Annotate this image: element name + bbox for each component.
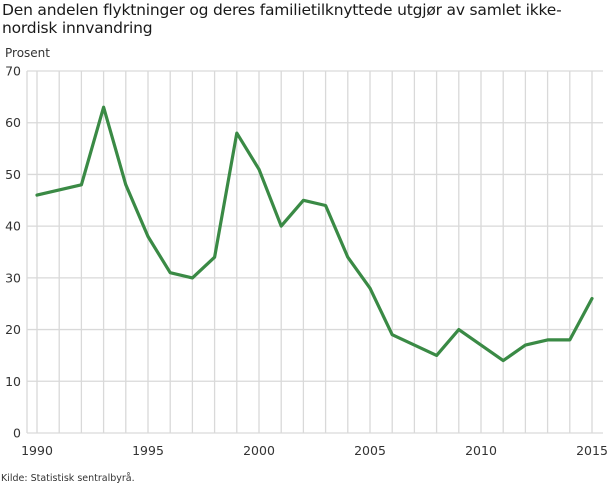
y-tick-label: 50 — [5, 167, 21, 182]
y-tick-label: 70 — [5, 64, 21, 79]
x-tick-label: 1995 — [132, 443, 164, 458]
chart-title: Den andelen flyktninger og deres familie… — [2, 1, 562, 37]
y-axis-label: Prosent — [5, 46, 50, 60]
y-tick-label: 40 — [5, 219, 21, 234]
gridlines — [26, 70, 603, 434]
x-tick-label: 1990 — [21, 443, 53, 458]
line-chart: 0 10 20 30 40 50 60 70 1990 1995 2000 2005 2010 2015 — [5, 64, 608, 459]
y-tick-label: 30 — [5, 270, 21, 285]
data-line — [35, 105, 594, 363]
x-axis-ticks: 1990 1995 2000 2005 2010 2015 — [21, 443, 608, 458]
source-note: Kilde: Statistisk sentralbyrå. — [1, 473, 135, 484]
x-tick-label: 2015 — [576, 443, 608, 458]
y-axis-ticks: 0 10 20 30 40 50 60 70 — [5, 64, 21, 441]
x-tick-label: 2000 — [243, 443, 275, 458]
y-tick-label: 10 — [5, 374, 21, 389]
x-tick-label: 2005 — [354, 443, 386, 458]
y-tick-label: 60 — [5, 115, 21, 130]
x-tick-label: 2010 — [465, 443, 497, 458]
y-tick-label: 0 — [13, 426, 21, 441]
y-tick-label: 20 — [5, 322, 21, 337]
